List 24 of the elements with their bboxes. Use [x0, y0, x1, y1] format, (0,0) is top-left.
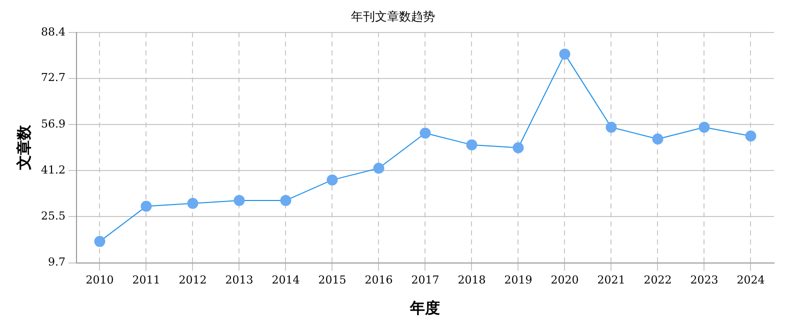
y-tick-label: 41.2 — [40, 163, 66, 176]
x-tick-label: 2010 — [86, 273, 114, 286]
x-tick-label: 2024 — [736, 273, 765, 286]
x-tick-label: 2018 — [458, 273, 486, 286]
x-tick-label: 2015 — [318, 273, 346, 286]
y-axis-title: 文章数 — [14, 124, 33, 172]
x-tick-label: 2020 — [550, 273, 579, 286]
x-tick-label: 2016 — [364, 273, 393, 286]
x-tick-label: 2014 — [272, 273, 300, 286]
y-tick-label: 72.7 — [40, 71, 66, 84]
x-tick-label: 2021 — [597, 273, 626, 286]
x-tick-label: 2019 — [504, 273, 532, 286]
y-tick-label: 9.7 — [48, 256, 66, 269]
y-tick-label: 56.9 — [40, 117, 66, 130]
x-tick-label: 2022 — [644, 273, 672, 286]
y-tick-label: 88.4 — [40, 25, 66, 38]
x-axis-title: 年度 — [409, 298, 440, 317]
x-tick-label: 2013 — [225, 273, 254, 286]
chart-title: 年刊文章数趋势 — [351, 9, 435, 24]
y-tick-label: 25.5 — [40, 209, 66, 222]
x-tick-label: 2023 — [690, 273, 718, 286]
x-tick-label: 2017 — [411, 273, 440, 286]
x-tick-label: 2012 — [178, 273, 207, 286]
x-tick-label: 2011 — [132, 273, 160, 286]
